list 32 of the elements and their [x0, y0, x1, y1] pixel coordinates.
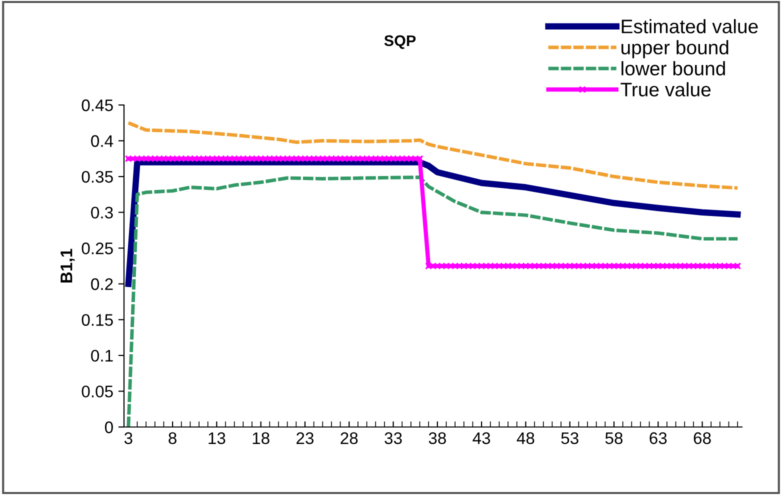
y-tick-label: 0.45	[82, 99, 113, 112]
x-tick-label: 23	[296, 432, 314, 444]
x-tick-label: 3	[124, 432, 132, 444]
x-tick-label: 48	[516, 432, 534, 444]
y-tick-label: 0.15	[82, 314, 113, 326]
legend-label: lower bound	[622, 61, 725, 76]
line-series	[126, 176, 740, 427]
x-tick-label: 53	[561, 432, 578, 444]
x-tick-label: 43	[472, 432, 490, 444]
x-tick-label: 18	[252, 432, 270, 444]
x-tick-label: 28	[340, 432, 358, 444]
legend-label: upper bound	[622, 40, 728, 58]
legend-label: Estimated value	[622, 19, 758, 34]
y-tick-label: 0	[104, 421, 113, 434]
x-tick-label: 68	[694, 432, 711, 444]
y-tick-label: 0.05	[82, 386, 113, 398]
y-tick-label: 0.4	[91, 135, 114, 147]
x-tick-label: 38	[428, 432, 446, 444]
legend-label: True value	[620, 82, 711, 96]
y-axis-title: B1,1	[60, 248, 75, 282]
y-tick-label: 0.25	[82, 242, 113, 254]
x-tick-label: 8	[168, 432, 176, 444]
y-tick-label: 0.35	[82, 170, 113, 183]
y-tick-label: 0.2	[91, 278, 113, 290]
x-tick-label: 63	[650, 432, 667, 444]
x-tick-label: 58	[605, 432, 623, 444]
line-series	[126, 121, 740, 190]
x-tick-label: 13	[208, 432, 226, 444]
chart-title: SQP	[384, 35, 416, 49]
x-tick-label: 33	[384, 432, 402, 444]
y-tick-label: 0.3	[91, 206, 113, 219]
y-tick-label: 0.1	[91, 350, 113, 362]
